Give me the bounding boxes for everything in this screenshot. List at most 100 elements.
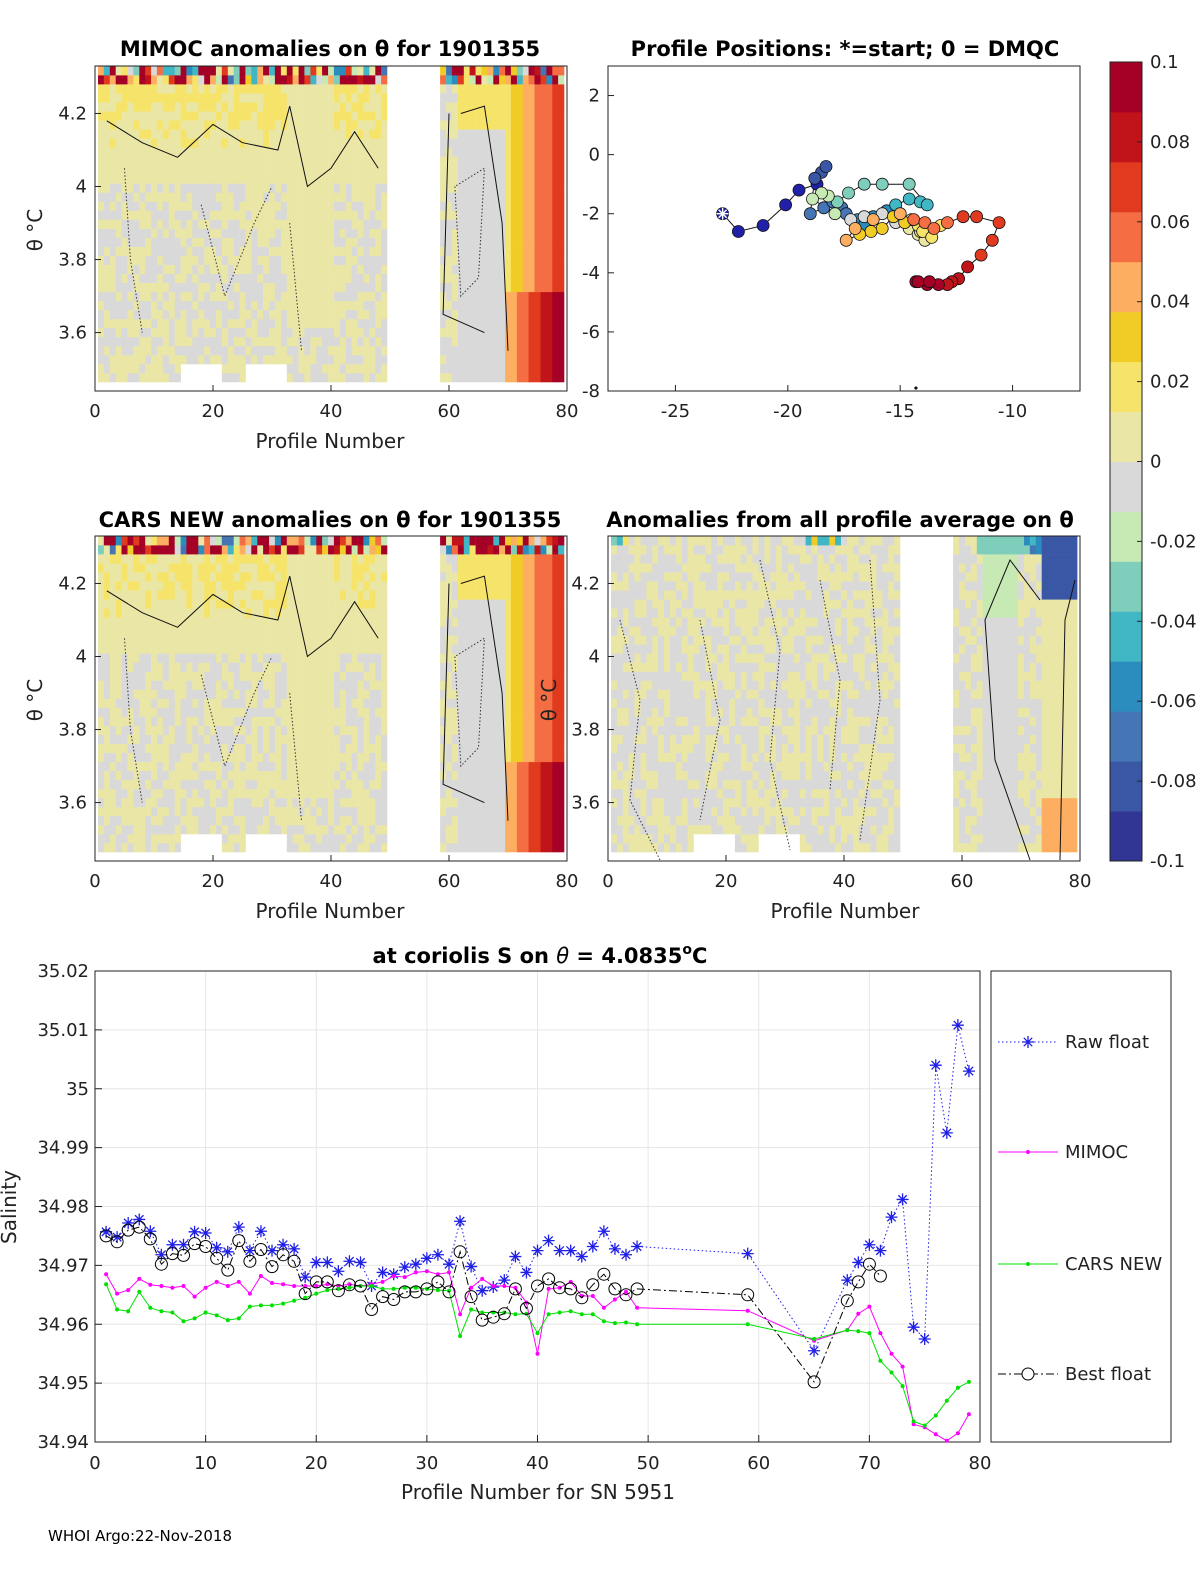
heatmap-cell [269,183,276,193]
heatmap-cell [510,770,518,781]
heatmap-cell [339,192,347,202]
heatmap-cell [274,120,282,130]
heatmap-cell [611,806,618,817]
heatmap-cell [339,797,347,808]
heatmap-cell [233,644,240,654]
heatmap-cell [493,75,500,85]
heatmap-cell [375,806,382,817]
heatmap-cell [304,779,311,790]
heatmap-cell [233,563,240,573]
heatmap-cell [298,698,305,708]
heatmap-cell [145,752,152,763]
heatmap-cell [210,228,217,238]
heatmap-cell [162,626,169,636]
heatmap-cell [469,734,476,744]
heatmap-cell [239,291,246,302]
heatmap-cell [451,698,459,708]
heatmap-cell [180,165,187,175]
heatmap-cell [457,111,465,121]
heatmap-cell [127,282,134,293]
heatmap-cell [499,680,506,690]
heatmap-cell [369,363,376,374]
heatmap-cell [103,183,110,193]
heatmap-cell [546,608,553,618]
heatmap-cell [440,327,447,338]
heatmap-cell [552,291,559,302]
heatmap-cell [339,824,347,835]
heatmap-cell [381,237,388,247]
heatmap-cell [151,84,158,94]
heatmap-cell [339,716,347,726]
heatmap-cell [333,581,341,591]
heatmap-cell [487,201,494,211]
heatmap-cell [204,545,211,555]
heatmap-cell [363,653,370,663]
heatmap-cell [115,363,122,374]
heatmap-cell [215,743,223,753]
heatmap-cell [251,201,258,211]
heatmap-cell [257,210,264,220]
heatmap-cell [345,219,352,229]
x-tick-label: 20 [202,401,225,422]
heatmap-cell [510,165,518,175]
heatmap-cell [611,590,618,600]
heatmap-cell [215,626,223,636]
heatmap-cell [451,120,459,130]
heatmap-cell [446,246,453,256]
heatmap-cell [611,563,618,573]
heatmap-cell [505,653,512,663]
heatmap-cell [269,572,276,582]
heatmap-cell [127,824,134,835]
heatmap-cell [263,237,270,247]
heatmap-cell [221,228,228,238]
heatmap-cell [333,545,341,555]
heatmap-cell [227,842,234,853]
heatmap-cell [251,572,258,582]
heatmap-cell [463,327,470,338]
heatmap-cell [139,66,146,76]
heatmap-cell [552,779,559,790]
heatmap-cell [257,147,264,157]
heatmap-cell [375,246,382,256]
heatmap-cell [257,84,264,94]
heatmap-cell [133,138,140,148]
heatmap-cell [162,572,169,582]
heatmap-cell [98,336,105,347]
heatmap-cell [251,599,258,609]
heatmap-cell [487,183,494,193]
heatmap-cell [381,219,388,229]
heatmap-cell [381,372,388,383]
heatmap-cell [351,120,358,130]
heatmap-cell [333,590,341,600]
heatmap-cell [127,815,134,826]
heatmap-cell [546,192,553,202]
heatmap-cell [156,581,164,591]
heatmap-cell [381,228,388,238]
heatmap-cell [475,237,482,247]
heatmap-cell [369,608,376,618]
heatmap-cell [381,336,388,347]
heatmap-cell [151,824,158,835]
heatmap-cell [339,345,347,356]
heatmap-cell [121,752,128,763]
heatmap-cell [487,129,494,139]
heatmap-cell [516,689,524,699]
heatmap-cell [505,572,512,582]
heatmap-cell [186,572,193,582]
heatmap-cell [463,354,470,365]
heatmap-cell [363,806,370,817]
heatmap-cell [333,84,341,94]
heatmap-cell [457,129,465,139]
heatmap-cell [151,716,158,726]
heatmap-cell [180,336,187,347]
heatmap-cell [98,617,105,627]
heatmap-cell [204,84,211,94]
heatmap-cell [322,264,329,274]
heatmap-cell [345,327,352,338]
heatmap-cell [487,608,494,618]
heatmap-cell [499,743,506,753]
heatmap-cell [210,75,217,85]
heatmap-cell [369,563,376,573]
heatmap-cell [328,617,335,627]
heatmap-cell [145,84,152,94]
